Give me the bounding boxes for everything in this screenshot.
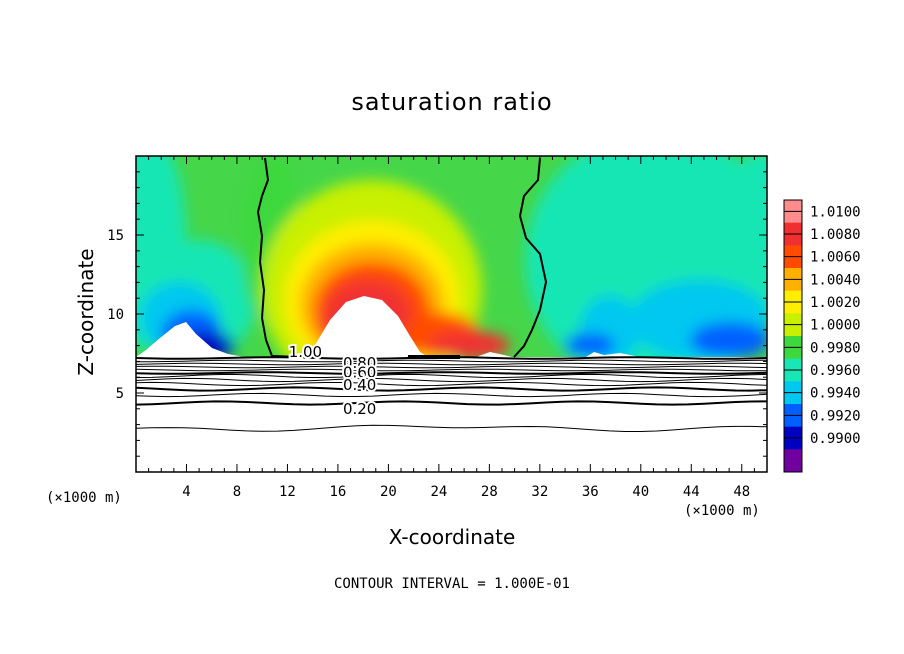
contour-line: [135, 365, 768, 369]
contour-lines: 1.00 0.800.600.40 0.20: [135, 157, 768, 432]
contour-interval-note: CONTOUR INTERVAL = 1.000E-01: [333, 576, 570, 592]
colorbar-label: 0.9940: [810, 386, 861, 402]
colorbar-label: 1.0020: [810, 295, 861, 311]
saturation-field: [136, 156, 767, 357]
x-tick-label: 24: [430, 484, 447, 500]
contour-line: [135, 381, 768, 387]
x-tick-label: 20: [380, 484, 397, 500]
contour-line: [135, 362, 768, 366]
x-unit-label-left: (×1000 m): [46, 490, 122, 506]
contour-line-1.00-right: [513, 157, 548, 358]
contour-line: [135, 373, 768, 379]
x-tick-label: 8: [233, 484, 241, 500]
cloud-region-left: [136, 322, 244, 357]
x-tick-label: 16: [329, 484, 346, 500]
colorbar-label: 0.9920: [810, 408, 861, 424]
x-tick-label: 36: [582, 484, 599, 500]
cloud-region-center: [308, 296, 428, 357]
colorbar-label: 1.0000: [810, 318, 861, 334]
contour-label: 0.80: [343, 354, 376, 372]
contour-label: 0.60: [343, 363, 376, 381]
x-tick-label: 32: [531, 484, 548, 500]
colorbar-label: 1.0040: [810, 272, 861, 288]
contour-line: [135, 386, 768, 392]
x-tick-label: 4: [182, 484, 190, 500]
contour-line-1.00-left: [256, 157, 301, 358]
colorbar-label: 1.0060: [810, 250, 861, 266]
x-unit-label-right: (×1000 m): [684, 503, 760, 519]
colorbar-label: 1.0080: [810, 227, 861, 243]
contour-line: [135, 392, 768, 398]
x-axis-label: X-coordinate: [388, 525, 516, 549]
colorbar-label: 1.0100: [810, 204, 861, 220]
x-tick-label: 40: [632, 484, 649, 500]
cloud-region-small: [476, 352, 512, 357]
colorbar-label: 0.9960: [810, 363, 861, 379]
x-tick-label: 48: [733, 484, 750, 500]
field-region: [565, 333, 615, 357]
contour-label: 0.40: [343, 376, 376, 394]
x-tick-label: 28: [481, 484, 498, 500]
contour-line: [135, 400, 768, 406]
contour-line: [135, 371, 768, 375]
contour-label: 1.00: [289, 343, 322, 361]
contour-label: 0.20: [343, 400, 376, 418]
contour-line: [135, 424, 768, 432]
chart-title: saturation ratio: [351, 88, 553, 116]
colorbar-band: [784, 449, 802, 473]
contour-line: [135, 377, 768, 383]
y-tick-label: 5: [116, 386, 124, 402]
x-tick-label: 44: [683, 484, 700, 500]
contour-cluster: [408, 355, 460, 359]
colorbar-label: 0.9980: [810, 340, 861, 356]
y-tick-label: 10: [107, 307, 124, 323]
y-tick-label: 15: [107, 228, 124, 244]
colorbar-label: 0.9900: [810, 431, 861, 447]
cloud-region-right: [586, 352, 640, 357]
colorbar: 1.0100 1.0080 1.0060 1.0040 1.0020 1.0000 0.99…: [783, 199, 861, 473]
contour-line: [136, 359, 768, 363]
field-region: [690, 322, 767, 357]
colorbar-frame: [783, 199, 803, 473]
contour-line: [135, 368, 768, 372]
x-tick-label: 12: [279, 484, 296, 500]
field-region: [430, 331, 510, 357]
field-region: [730, 156, 767, 290]
